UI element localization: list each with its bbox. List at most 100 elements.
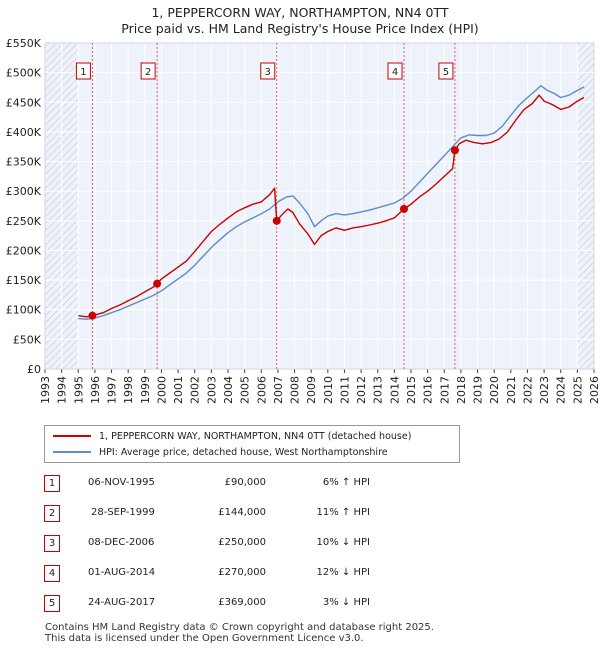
x-tick-label: 2018 <box>455 376 468 404</box>
sale-price: £90,000 <box>224 477 266 488</box>
y-tick-label: £300K <box>6 185 42 198</box>
legend: 1, PEPPERCORN WAY, NORTHAMPTON, NN4 0TT … <box>44 425 460 463</box>
sale-row: 2 28-SEP-1999 £144,000 11% ↑ HPI <box>0 505 600 523</box>
sale-point <box>272 216 281 225</box>
x-tick-label: 2012 <box>355 376 368 404</box>
x-tick-label: 2003 <box>205 376 218 404</box>
sale-date: 28-SEP-1999 <box>91 507 155 518</box>
x-tick-label: 2021 <box>505 376 518 404</box>
x-tick-label: 2004 <box>222 376 235 404</box>
sale-date: 06-NOV-1995 <box>88 477 155 488</box>
sale-hpi-diff: 12% ↓ HPI <box>316 567 370 578</box>
sale-badge: 1 <box>44 475 60 492</box>
sale-badge: 5 <box>44 595 60 612</box>
x-tick-label: 2009 <box>305 376 318 404</box>
legend-swatch-hpi <box>53 451 91 453</box>
sale-point <box>88 311 97 320</box>
x-tick-label: 2024 <box>555 376 568 404</box>
sale-hpi-diff: 6% ↑ HPI <box>322 477 370 488</box>
x-tick-label: 1998 <box>122 376 135 404</box>
x-tick-label: 1997 <box>106 376 119 404</box>
sale-hpi-diff: 11% ↑ HPI <box>316 507 370 518</box>
sale-row: 3 08-DEC-2006 £250,000 10% ↓ HPI <box>0 535 600 553</box>
x-tick-label: 2020 <box>488 376 501 404</box>
sale-badge: 2 <box>44 505 60 522</box>
x-tick-label: 1993 <box>39 376 52 404</box>
x-tick-label: 2007 <box>272 376 285 404</box>
series-line <box>78 85 585 320</box>
y-tick-label: £0 <box>27 363 41 376</box>
sale-label-number: 3 <box>265 67 271 78</box>
x-tick-label: 2005 <box>239 376 252 404</box>
x-tick-label: 2016 <box>422 376 435 404</box>
sale-label-number: 5 <box>443 67 449 78</box>
y-tick-label: £400K <box>6 126 42 139</box>
hatched-region-right <box>577 43 594 369</box>
y-tick-label: £50K <box>13 333 42 346</box>
x-tick-label: 1995 <box>72 376 85 404</box>
plot-border <box>44 42 595 370</box>
x-tick-label: 1996 <box>89 376 102 404</box>
y-tick-label: £250K <box>6 215 42 228</box>
x-tick-label: 2010 <box>322 376 335 404</box>
x-tick-label: 2026 <box>588 376 600 404</box>
y-tick-label: £500K <box>6 67 42 80</box>
x-tick-label: 2019 <box>472 376 485 404</box>
y-tick-label: £550K <box>6 37 42 50</box>
sale-row: 4 01-AUG-2014 £270,000 12% ↓ HPI <box>0 565 600 583</box>
sale-badge: 4 <box>44 565 60 582</box>
legend-swatch-property <box>53 435 91 437</box>
sale-price: £250,000 <box>218 537 266 548</box>
chart-title: 1, PEPPERCORN WAY, NORTHAMPTON, NN4 0TT <box>151 5 449 20</box>
y-tick-label: £450K <box>6 96 42 109</box>
sale-row: 5 24-AUG-2017 £369,000 3% ↓ HPI <box>0 595 600 613</box>
y-tick-label: £350K <box>6 156 42 169</box>
sale-date: 08-DEC-2006 <box>88 537 155 548</box>
x-tick-label: 1994 <box>56 376 69 404</box>
legend-item-hpi: HPI: Average price, detached house, West… <box>53 445 388 459</box>
footer-licence: This data is licensed under the Open Gov… <box>45 633 364 644</box>
sale-hpi-diff: 10% ↓ HPI <box>316 537 370 548</box>
x-tick-label: 2014 <box>388 376 401 404</box>
y-tick-label: £100K <box>6 304 42 317</box>
sale-price: £270,000 <box>218 567 266 578</box>
x-tick-label: 2008 <box>289 376 302 404</box>
x-tick-label: 2002 <box>189 376 202 404</box>
legend-item-property: 1, PEPPERCORN WAY, NORTHAMPTON, NN4 0TT … <box>53 429 411 443</box>
footer: Contains HM Land Registry data © Crown c… <box>45 622 434 644</box>
x-tick-label: 2025 <box>571 376 584 404</box>
sale-label-box <box>140 62 156 80</box>
x-tick-label: 2017 <box>438 376 451 404</box>
price-chart: £0 £50K £100K £150K £200K £250K £300K £350K £400… <box>6 37 600 404</box>
sale-point <box>153 279 162 288</box>
y-tick-label: £200K <box>6 244 42 257</box>
sale-label-number: 2 <box>145 67 151 78</box>
sale-label-box <box>75 62 91 80</box>
plot-background <box>45 43 594 369</box>
sale-label-number: 4 <box>392 67 398 78</box>
x-tick-label: 2023 <box>538 376 551 404</box>
x-tick-label: 2011 <box>338 376 351 404</box>
x-tick-label: 2015 <box>405 376 418 404</box>
sale-label-box <box>387 62 403 80</box>
series-line <box>78 94 585 318</box>
footer-copyright: Contains HM Land Registry data © Crown c… <box>45 622 434 633</box>
sale-label-number: 1 <box>80 67 86 78</box>
sale-label-box <box>260 62 276 80</box>
x-tick-label: 2001 <box>172 376 185 404</box>
sale-price: £144,000 <box>218 507 266 518</box>
legend-label-property: 1, PEPPERCORN WAY, NORTHAMPTON, NN4 0TT … <box>99 430 412 442</box>
sale-label-box <box>438 62 454 80</box>
chart-subtitle: Price paid vs. HM Land Registry's House … <box>121 21 479 36</box>
legend-label-hpi: HPI: Average price, detached house, West… <box>99 446 388 458</box>
sale-date: 24-AUG-2017 <box>88 597 156 608</box>
sale-point <box>450 146 459 155</box>
sale-badge: 3 <box>44 535 60 552</box>
x-tick-label: 2022 <box>521 376 534 404</box>
sale-point <box>400 204 409 213</box>
y-tick-label: £150K <box>6 274 42 287</box>
sale-row: 1 06-NOV-1995 £90,000 6% ↑ HPI <box>0 475 600 493</box>
x-tick-label: 2013 <box>372 376 385 404</box>
sale-price: £369,000 <box>218 597 266 608</box>
sale-date: 01-AUG-2014 <box>88 567 156 578</box>
